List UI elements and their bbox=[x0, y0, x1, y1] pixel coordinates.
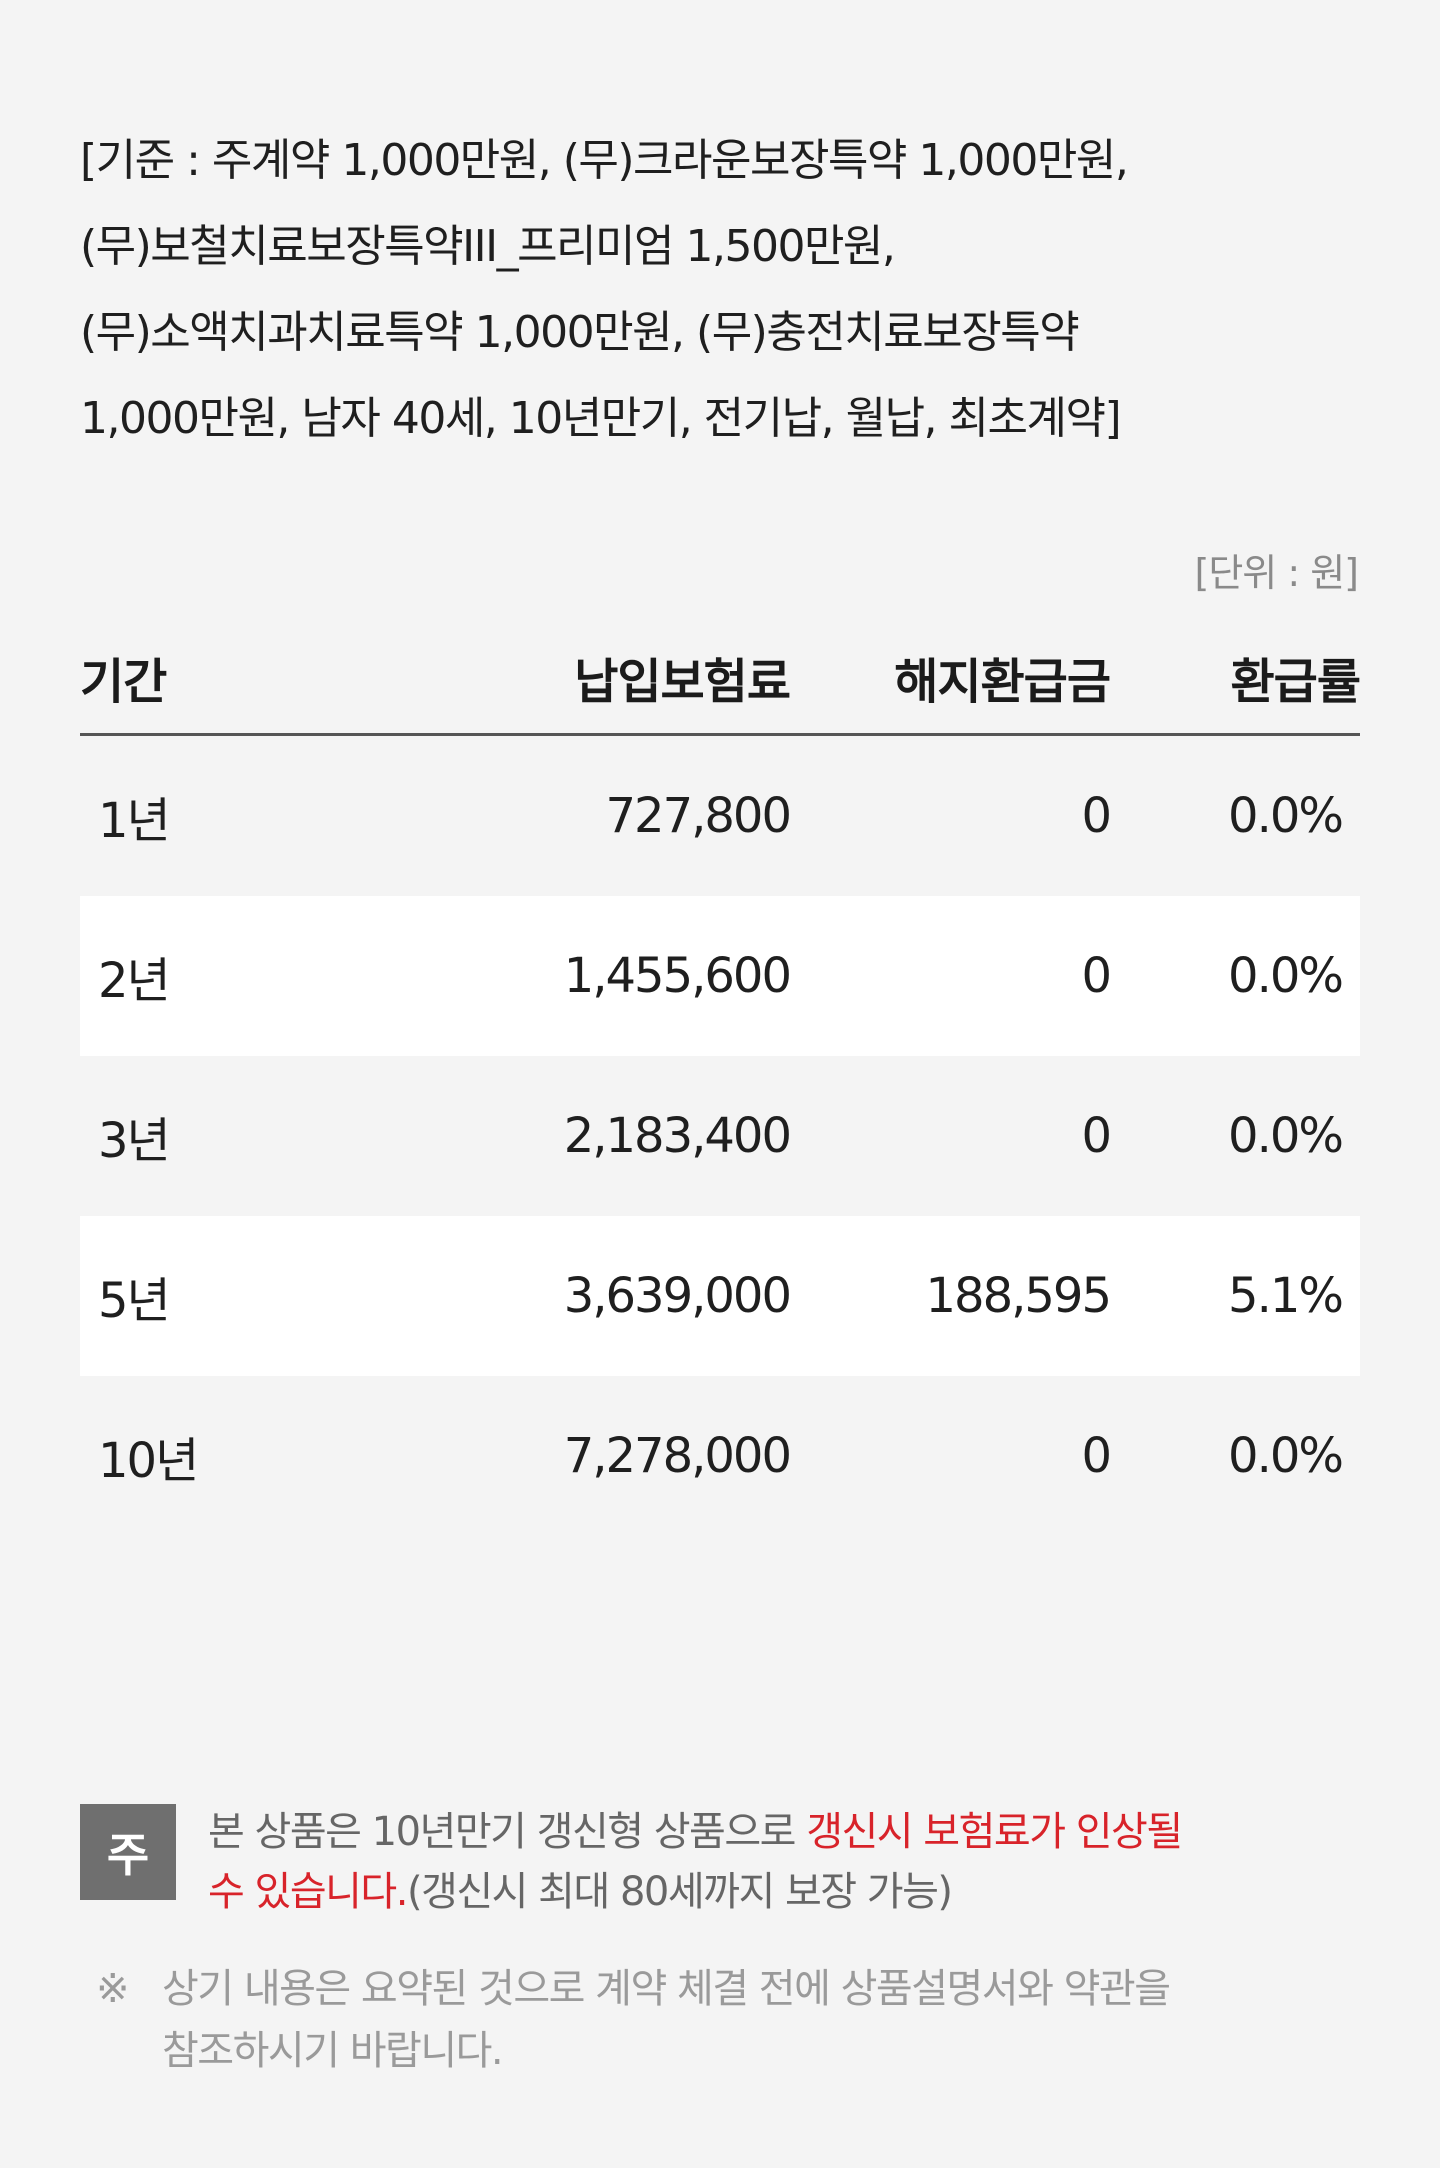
cell-premium: 727,800 bbox=[605, 788, 793, 844]
note-text: 본 상품은 10년만기 갱신형 상품으로 갱신시 보험료가 인상될 수 있습니다… bbox=[208, 1802, 1388, 1922]
basis-info: [기준 : 주계약 1,000만원, (무)크라운보장특약 1,000만원, (… bbox=[80, 118, 1370, 462]
table-row: 5년 3,639,000 188,595 5.1% bbox=[80, 1216, 1360, 1376]
caution-line: 참조하시기 바랍니다. bbox=[162, 2028, 504, 2074]
table-row: 1년 727,800 0 0.0% bbox=[80, 736, 1360, 896]
cell-refund: 0 bbox=[1081, 948, 1112, 1004]
cell-rate: 5.1% bbox=[1228, 1268, 1344, 1324]
cell-premium: 3,639,000 bbox=[563, 1268, 792, 1324]
caution-text: 상기 내용은 요약된 것으로 계약 체결 전에 상품설명서와 약관을 참조하시기… bbox=[162, 1958, 1342, 2082]
reference-mark-icon: ※ bbox=[96, 1966, 130, 2012]
header-rate: 환급률 bbox=[1230, 653, 1361, 710]
cell-rate: 0.0% bbox=[1228, 1108, 1344, 1164]
cell-period: 1년 bbox=[98, 793, 171, 849]
unit-label: [단위 : 원] bbox=[1194, 551, 1359, 595]
cell-period: 3년 bbox=[98, 1113, 171, 1169]
basis-line: (무)소액치과치료특약 1,000만원, (무)충전치료보장특약 bbox=[80, 307, 1080, 358]
cell-rate: 0.0% bbox=[1228, 1428, 1344, 1484]
note-highlight: 수 있습니다. bbox=[208, 1869, 408, 1915]
note-highlight: 갱신시 보험료가 인상될 bbox=[806, 1809, 1183, 1855]
basis-line: [기준 : 주계약 1,000만원, (무)크라운보장특약 1,000만원, bbox=[80, 135, 1129, 186]
header-period: 기간 bbox=[80, 653, 167, 710]
cell-period: 5년 bbox=[98, 1273, 171, 1329]
cell-refund: 0 bbox=[1081, 788, 1112, 844]
basis-line: 1,000만원, 남자 40세, 10년만기, 전기납, 월납, 최초계약] bbox=[80, 393, 1122, 444]
cell-rate: 0.0% bbox=[1228, 788, 1344, 844]
cell-premium: 7,278,000 bbox=[563, 1428, 792, 1484]
note-line-1: 본 상품은 10년만기 갱신형 상품으로 갱신시 보험료가 인상될 bbox=[208, 1802, 1388, 1862]
table-header: 기간 납입보험료 해지환급금 환급률 bbox=[80, 620, 1361, 736]
caution-line: 상기 내용은 요약된 것으로 계약 체결 전에 상품설명서와 약관을 bbox=[162, 1966, 1171, 2012]
cell-period: 2년 bbox=[98, 953, 171, 1009]
cell-premium: 1,455,600 bbox=[563, 948, 792, 1004]
header-refund: 해지환급금 bbox=[894, 653, 1111, 710]
header-premium: 납입보험료 bbox=[574, 653, 791, 710]
note-line-2: 수 있습니다.(갱신시 최대 80세까지 보장 가능) bbox=[208, 1862, 1388, 1922]
basis-line: (무)보철치료보장특약III_프리미엄 1,500만원, bbox=[80, 221, 896, 272]
note-text-plain: 본 상품은 10년만기 갱신형 상품으로 bbox=[208, 1809, 807, 1855]
cell-refund: 0 bbox=[1081, 1428, 1112, 1484]
table-row: 3년 2,183,400 0 0.0% bbox=[80, 1056, 1360, 1216]
cell-refund: 188,595 bbox=[925, 1268, 1113, 1324]
refund-table: 기간 납입보험료 해지환급금 환급률 1년 727,800 0 0.0% 2년 … bbox=[80, 620, 1361, 1536]
table-row: 2년 1,455,600 0 0.0% bbox=[80, 896, 1360, 1056]
cell-refund: 0 bbox=[1081, 1108, 1112, 1164]
note-badge: 주 bbox=[80, 1804, 176, 1900]
cell-premium: 2,183,400 bbox=[563, 1108, 792, 1164]
cell-rate: 0.0% bbox=[1228, 948, 1344, 1004]
note-text-plain: (갱신시 최대 80세까지 보장 가능) bbox=[406, 1869, 953, 1915]
cell-period: 10년 bbox=[98, 1433, 199, 1489]
table-row: 10년 7,278,000 0 0.0% bbox=[80, 1376, 1360, 1536]
